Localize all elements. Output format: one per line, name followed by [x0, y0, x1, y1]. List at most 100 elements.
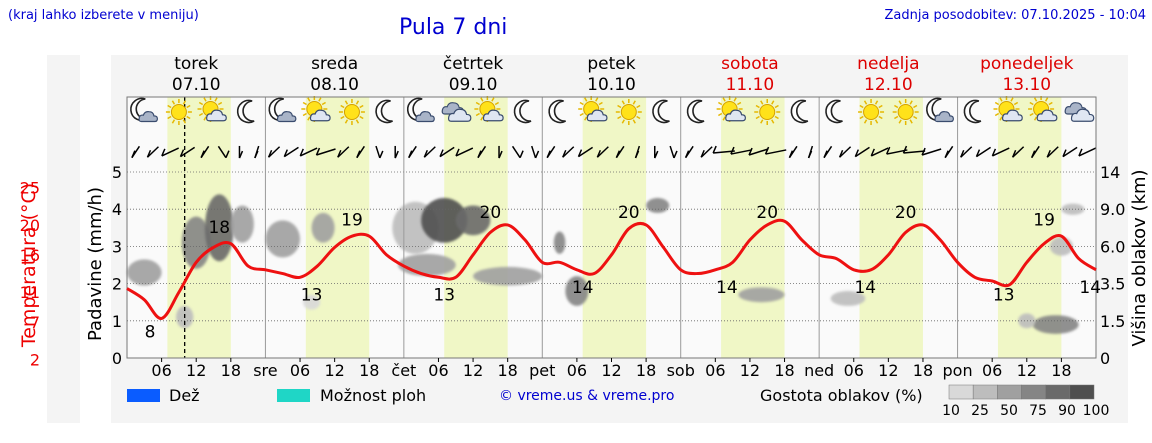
sun-icon	[615, 99, 642, 125]
cloud-blob-18	[830, 291, 866, 306]
wind-barb	[394, 145, 399, 159]
cloud-blob-20	[1018, 313, 1036, 329]
mm-tick-label: 4	[112, 200, 122, 219]
wind-barb	[179, 146, 196, 158]
temp-value-label: 14	[854, 278, 876, 298]
daytime-band-4	[582, 97, 647, 358]
cloud-height-axis-title: Višina oblakov (km)	[1129, 169, 1150, 346]
temp-value-label: 20	[895, 203, 917, 223]
km-tick-label: 6.0	[1100, 237, 1125, 256]
wind-barb	[200, 145, 210, 159]
wind-barb	[823, 145, 833, 159]
cloud-blob-10	[421, 198, 468, 243]
wind-barb	[1046, 146, 1059, 158]
wind-barb-row	[131, 145, 1097, 159]
wind-barb	[730, 146, 752, 155]
wind-barb	[375, 145, 384, 159]
legend-rain-label: Dež	[169, 386, 200, 405]
moon-icon	[652, 99, 670, 124]
cloud-blob-12	[398, 253, 456, 277]
wind-barb	[838, 146, 852, 158]
day-date-1: 07.10	[172, 75, 221, 95]
km-tick-label: 9.0	[1100, 200, 1125, 219]
wind-barb	[854, 146, 870, 158]
temp-value-label: 13	[301, 285, 323, 305]
wind-barb	[902, 145, 926, 154]
wind-barb	[991, 147, 1010, 157]
wind-barb	[238, 145, 244, 159]
hour-tick-label: 06	[844, 361, 864, 380]
wind-barb	[337, 146, 350, 158]
wind-barb	[788, 145, 798, 159]
wind-barb	[1030, 145, 1040, 159]
moon-icon	[790, 99, 809, 124]
hour-tick-label: 18	[636, 361, 656, 380]
hour-tick-label: 12	[1017, 361, 1037, 380]
menu-hint[interactable]: (kraj lahko izberete v meniju)	[8, 8, 199, 23]
cloud-density-tick: 10	[942, 403, 960, 419]
wind-barb	[975, 146, 992, 158]
temperature-line	[126, 218, 1097, 320]
hour-tick-label: 06	[982, 361, 1002, 380]
cloud-blob-19	[1032, 315, 1079, 334]
hour-tick-label: 12	[186, 361, 206, 380]
sun-cloud-icon	[716, 96, 746, 122]
day-date-7: 13.10	[1002, 75, 1051, 95]
day-name-4: petek	[587, 54, 635, 74]
cloud-density-swatch	[1045, 384, 1071, 400]
hour-tick-label: 18	[774, 361, 794, 380]
sun-cloud-icon	[301, 96, 331, 122]
day-date-2: 08.10	[310, 75, 359, 95]
hour-tick-label: 06	[705, 361, 725, 380]
wind-barb	[477, 145, 487, 159]
temp-value-label: 19	[1033, 210, 1055, 230]
wind-barb	[511, 145, 524, 159]
day-abbr-6: ned	[804, 361, 834, 380]
day-abbr-4: pet	[529, 361, 555, 380]
cloud-density-tick: 50	[1000, 403, 1018, 419]
moon-icon	[963, 99, 982, 124]
sun-cloud-icon	[578, 96, 608, 122]
wind-barb	[684, 145, 694, 159]
weather-icon-row	[130, 96, 1095, 125]
wind-barb	[546, 145, 556, 159]
temperature-series: 8 18 13 19 13 20 14 20 14 20 14 20 13 19 14	[126, 203, 1101, 343]
cloud-density-swatch	[1069, 384, 1095, 400]
temp-value-label: 8	[145, 323, 156, 343]
sun-icon	[338, 99, 365, 125]
cloud-density-layer	[127, 194, 1085, 334]
page-title: Pula 7 dni	[399, 15, 508, 40]
wind-barb	[748, 147, 769, 156]
left-side-panel	[47, 55, 80, 423]
hour-tick-label: 18	[913, 361, 933, 380]
wind-barb	[131, 145, 141, 159]
hour-tick-label: 12	[463, 361, 483, 380]
credit-link[interactable]: © vreme.us & vreme.pro	[499, 388, 675, 404]
km-tick-label: 14	[1100, 163, 1120, 182]
hour-tick-label: 06	[290, 361, 310, 380]
sun-cloud-icon	[197, 96, 227, 122]
temp-value-label: 14	[572, 278, 594, 298]
moon-icon	[375, 99, 393, 124]
wind-barb	[807, 145, 814, 159]
day-name-6: nedelja	[857, 54, 919, 74]
gridlines	[127, 97, 1096, 358]
hour-tick-label: 18	[1051, 361, 1071, 380]
precipitation-axis-title: Padavine (mm/h)	[85, 187, 106, 341]
wind-barb	[439, 146, 455, 158]
wind-barb	[712, 145, 735, 154]
day-abbr-3: čet	[391, 361, 416, 380]
wind-barb	[1078, 147, 1097, 157]
temp-tick-label: 11	[20, 283, 40, 302]
cloud-blob-11	[455, 205, 491, 236]
cloud-icon	[1064, 102, 1095, 122]
day-abbr-5: sob	[667, 361, 695, 380]
moon-cloud-icon	[406, 97, 435, 123]
day-name-1: torek	[174, 54, 218, 74]
wind-barb	[267, 146, 281, 158]
wind-barb	[423, 146, 436, 158]
sun-icon	[165, 99, 192, 125]
wind-barb	[217, 145, 230, 159]
cloud-blob-13	[473, 266, 543, 286]
